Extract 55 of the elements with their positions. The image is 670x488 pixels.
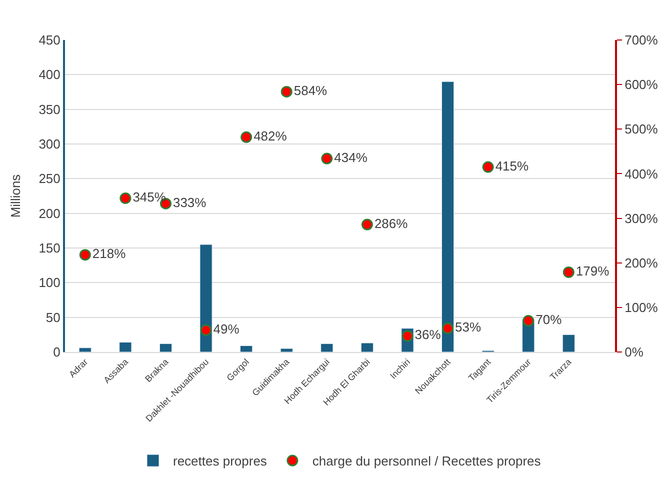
- y-tick-label: 250: [38, 171, 60, 186]
- data-label: 482%: [254, 128, 288, 144]
- bar: [119, 342, 132, 352]
- y2-tick-label: 600%: [624, 77, 658, 92]
- y2-tick-label: 0%: [624, 344, 644, 360]
- bar: [78, 348, 92, 352]
- y-tick-label: 300: [38, 136, 60, 152]
- data-label: 49%: [213, 321, 240, 336]
- data-label: 179%: [576, 263, 610, 278]
- bar: [360, 342, 374, 352]
- point: [361, 218, 373, 230]
- data-label: 218%: [92, 246, 126, 262]
- bar: [240, 346, 253, 352]
- data-label: 584%: [294, 82, 328, 98]
- point: [562, 266, 574, 278]
- y-tick-label: 350: [38, 102, 60, 117]
- data-label: 36%: [414, 327, 442, 342]
- point: [442, 322, 454, 334]
- point: [120, 192, 132, 204]
- point: [321, 152, 333, 164]
- legend-label: recettes propres: [173, 454, 268, 469]
- y2-tick-label: 700%: [624, 32, 658, 48]
- y2-tick-label: 500%: [624, 122, 658, 137]
- bar: [280, 348, 293, 352]
- bar: [562, 334, 575, 352]
- y-tick-label: 150: [38, 240, 60, 256]
- point: [482, 161, 494, 173]
- data-label: 345%: [132, 189, 166, 204]
- bar: [200, 244, 212, 352]
- y-tick-label: 0: [53, 344, 60, 360]
- data-label: 333%: [172, 194, 207, 210]
- y-tick-label: 100: [38, 275, 60, 290]
- point: [200, 324, 212, 336]
- y-tick-label: 400: [38, 67, 60, 82]
- data-label: 53%: [455, 320, 482, 335]
- data-label: 70%: [536, 312, 562, 328]
- point: [240, 131, 252, 143]
- y2-tick-label: 200%: [624, 255, 658, 270]
- bar: [159, 343, 172, 352]
- y-tick-label: 450: [38, 32, 60, 48]
- y2-tick-label: 400%: [624, 166, 658, 182]
- point: [79, 249, 91, 261]
- bar: [320, 343, 334, 352]
- y-axis-title: Millions: [8, 174, 24, 218]
- y2-tick-label: 100%: [624, 300, 658, 315]
- legend-label: charge du personnel / Recettes propres: [312, 454, 542, 469]
- point: [280, 86, 292, 98]
- y-tick-label: 200: [38, 206, 60, 221]
- y2-tick-label: 300%: [624, 210, 658, 226]
- point: [522, 315, 534, 327]
- data-label: 434%: [334, 150, 368, 165]
- bar: [441, 81, 454, 352]
- data-label: 286%: [374, 216, 408, 231]
- data-label: 415%: [495, 158, 530, 174]
- y-tick-label: 50: [46, 310, 60, 325]
